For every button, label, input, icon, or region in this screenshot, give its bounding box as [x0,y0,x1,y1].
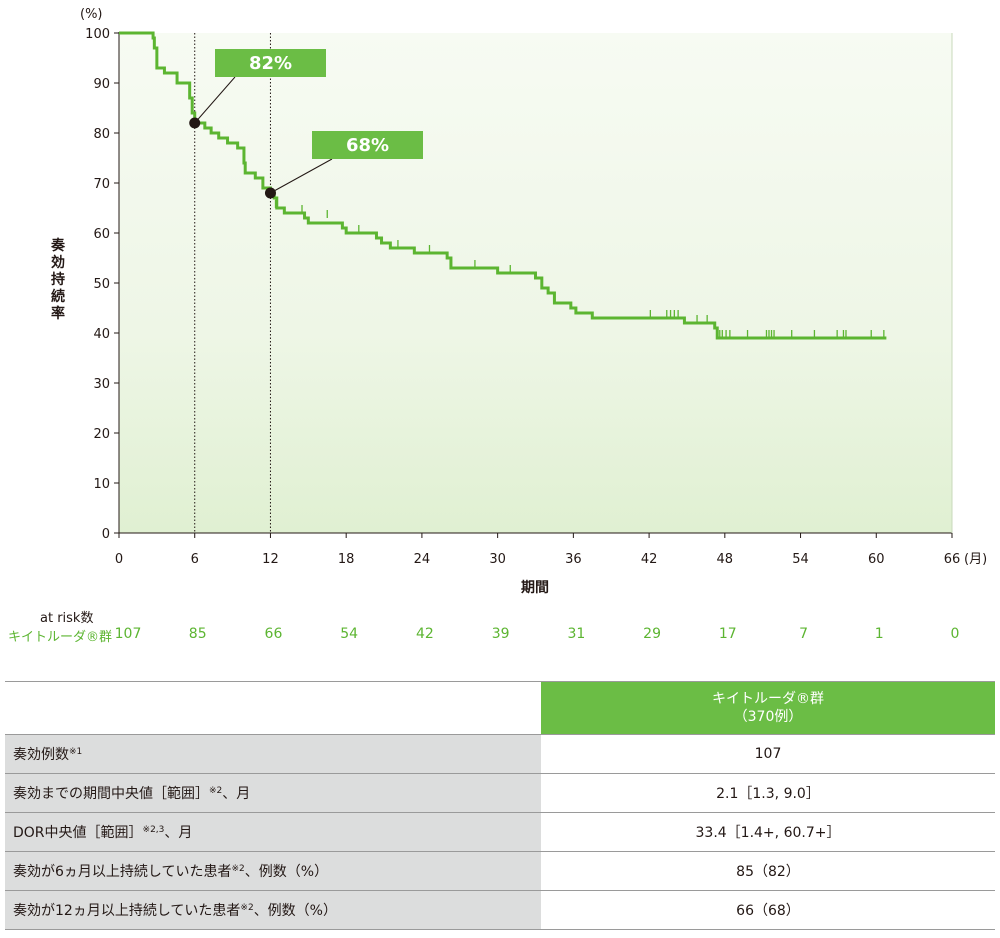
at-risk-value: 17 [718,626,737,642]
at-risk-value: 39 [491,626,510,642]
at-risk-group-label: キイトルーダ®群 [8,630,113,645]
summary-row-value: 107 [541,734,995,774]
summary-row: DOR中央値［範囲］※2,3、月 33.4［1.4+, 60.7+］ [5,812,995,852]
plot-area [119,33,952,533]
summary-row-label: 奏効までの期間中央値［範囲］※2、月 [5,773,541,813]
summary-row-value: 33.4［1.4+, 60.7+］ [541,812,995,852]
y-tick-label: 50 [93,277,110,292]
at-risk-value: 31 [567,626,586,642]
x-tick-label: 60 [868,552,885,567]
annotation-point [264,187,276,199]
y-tick-label: 10 [93,477,110,492]
annotation-point [189,117,201,129]
x-tick-label: 54 [792,552,809,567]
summary-header-line1: キイトルーダ®群 [712,691,824,707]
summary-row-value: 85（82） [541,851,995,891]
summary-row: 奏効が6ヵ月以上持続していた患者※2、例数（%） 85（82） [5,851,995,891]
at-risk-value: 1 [874,626,884,642]
at-risk-value: 66 [264,626,283,642]
at-risk-value: 42 [415,626,434,642]
summary-header-group: キイトルーダ®群 （370例） [541,681,995,735]
y-tick-label: 30 [93,377,110,392]
annotation-label: 82% [249,53,292,74]
x-tick-label: 6 [191,552,199,567]
x-tick-label: 24 [414,552,431,567]
summary-row: 奏効までの期間中央値［範囲］※2、月 2.1［1.3, 9.0］ [5,773,995,813]
at-risk-value: 29 [643,626,661,642]
summary-row: 奏効例数※1 107 [5,734,995,774]
x-tick-label: 12 [262,552,279,567]
summary-header-row: キイトルーダ®群 （370例） [5,681,995,735]
at-risk-value: 85 [188,626,207,642]
y-tick-label: 70 [93,177,110,192]
summary-row-label: 奏効が12ヵ月以上持続していた患者※2、例数（%） [5,890,541,930]
at-risk-value: 0 [950,626,960,642]
summary-header-line2: （370例） [733,709,803,725]
x-tick-label: 0 [115,552,123,567]
at-risk-value: 54 [340,626,359,642]
x-tick-label: 18 [338,552,355,567]
x-unit-label: (月) [964,552,987,567]
x-tick-label: 48 [717,552,734,567]
x-tick-label: 66 [944,552,961,567]
y-unit-label: (%) [80,7,103,22]
x-tick-label: 30 [489,552,506,567]
annotation-leader [270,158,333,194]
annotation-box [312,131,423,159]
x-axis-label: 期間 [521,580,549,596]
y-tick-label: 60 [93,227,110,242]
y-tick-label: 20 [93,427,110,442]
y-tick-label: 40 [93,327,110,342]
annotation-leader [194,76,236,124]
at-risk-title: at risk数 [40,611,94,626]
summary-row-label: DOR中央値［範囲］※2,3、月 [5,812,541,852]
survival-curve [119,31,887,340]
summary-row-value: 66（68） [541,890,995,930]
summary-row-label: 奏効例数※1 [5,734,541,774]
summary-table: キイトルーダ®群 （370例） 奏効例数※1 107 奏効までの期間中央値［範囲… [5,681,995,930]
summary-header-empty [5,681,541,735]
y-tick-label: 90 [93,77,110,92]
summary-row: 奏効が12ヵ月以上持続していた患者※2、例数（%） 66（68） [5,890,995,930]
y-axis-label: 奏効持続率 [51,238,65,322]
y-tick-label: 100 [85,27,110,42]
at-risk-value: 7 [799,626,808,642]
x-tick-label: 42 [641,552,658,567]
at-risk-value: 107 [114,626,142,642]
km-chart: 0 10 20 30 40 50 60 70 80 90 100 0 6 12 18 24 30 36 42 48 54… [80,7,987,596]
summary-row-value: 2.1［1.3, 9.0］ [541,773,995,813]
x-tick-label: 36 [565,552,582,567]
annotation-box [215,49,326,77]
annotation-label: 68% [346,135,389,156]
summary-row-label: 奏効が6ヵ月以上持続していた患者※2、例数（%） [5,851,541,891]
y-tick-label: 0 [102,527,110,542]
y-tick-label: 80 [93,127,110,142]
